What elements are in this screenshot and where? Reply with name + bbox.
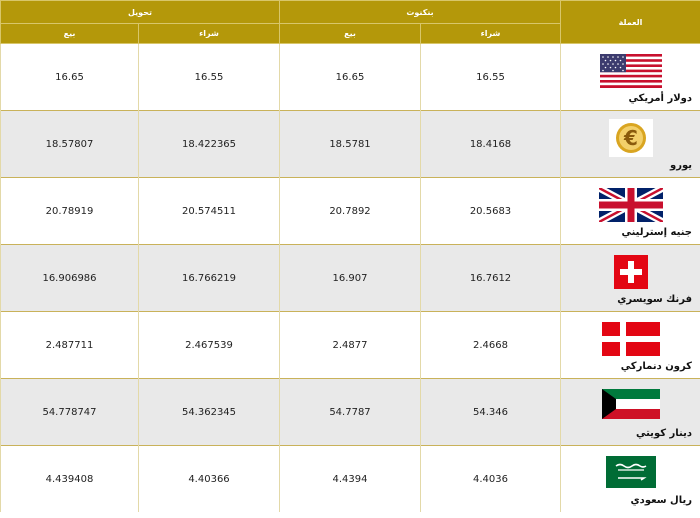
banknotes-buy-cell: 4.4036 bbox=[420, 445, 561, 512]
currency-cell: دينار كويتي bbox=[560, 378, 700, 446]
denmark-flag-icon bbox=[601, 322, 660, 356]
table-row: 4.439408 4.40366 4.4394 4.4036 ريال سعود… bbox=[0, 445, 700, 512]
banknotes-buy-cell: 16.55 bbox=[420, 43, 561, 111]
banknotes-sell-cell: 18.5781 bbox=[279, 110, 421, 178]
transfer-header: تحويل bbox=[0, 0, 280, 24]
banknotes-sell-cell: 16.65 bbox=[279, 43, 421, 111]
swiss-flag-icon bbox=[613, 255, 648, 289]
banknotes-sell-cell: 54.7787 bbox=[279, 378, 421, 446]
transfer-buy-cell: 18.422365 bbox=[138, 110, 280, 178]
banknotes-buy-cell: 20.5683 bbox=[420, 177, 561, 245]
currency-cell: كرون دنماركي bbox=[560, 311, 700, 379]
us-flag-icon bbox=[599, 54, 662, 88]
banknotes-sell-cell: 2.4877 bbox=[279, 311, 421, 379]
currency-cell: جنيه إسترليني bbox=[560, 177, 700, 245]
kuwait-flag-icon bbox=[601, 389, 660, 419]
currency-cell: فرنك سويسري bbox=[560, 244, 700, 312]
banknotes-header: بنكنوت bbox=[279, 0, 561, 24]
transfer-sell-cell: 16.906986 bbox=[0, 244, 139, 312]
currency-cell: € يورو bbox=[560, 110, 700, 178]
svg-text:€: € bbox=[623, 126, 638, 150]
currency-cell: دولار أمريكي bbox=[560, 43, 700, 111]
banknotes-buy-cell: 16.7612 bbox=[420, 244, 561, 312]
euro-icon: € bbox=[608, 119, 653, 157]
transfer-sell-header: بيع bbox=[0, 23, 139, 44]
transfer-sell-cell: 16.65 bbox=[0, 43, 139, 111]
table-row: 54.778747 54.362345 54.7787 54.346 دينار… bbox=[0, 378, 700, 446]
currency-cell: ريال سعودي bbox=[560, 445, 700, 512]
banknotes-sell-cell: 16.907 bbox=[279, 244, 421, 312]
transfer-sell-cell: 2.487711 bbox=[0, 311, 139, 379]
banknotes-buy-cell: 18.4168 bbox=[420, 110, 561, 178]
banknotes-buy-header: شراء bbox=[420, 23, 561, 44]
currency-name: كرون دنماركي bbox=[620, 361, 692, 372]
currency-name: دولار أمريكي bbox=[628, 93, 692, 104]
currency-name: دينار كويتي bbox=[635, 428, 692, 439]
table-row: 2.487711 2.467539 2.4877 2.4668 كرون دنم… bbox=[0, 311, 700, 379]
currency-name: ريال سعودي bbox=[630, 495, 692, 506]
transfer-buy-cell: 2.467539 bbox=[138, 311, 280, 379]
banknotes-buy-cell: 54.346 bbox=[420, 378, 561, 446]
transfer-buy-cell: 16.766219 bbox=[138, 244, 280, 312]
currency-name: فرنك سويسري bbox=[617, 294, 692, 305]
currency-header: العملة bbox=[560, 0, 700, 44]
transfer-buy-cell: 16.55 bbox=[138, 43, 280, 111]
transfer-sell-cell: 18.57807 bbox=[0, 110, 139, 178]
transfer-sell-cell: 4.439408 bbox=[0, 445, 139, 512]
table-row: 16.65 16.55 16.65 16.55 bbox=[0, 43, 700, 111]
transfer-buy-header: شراء bbox=[138, 23, 280, 44]
banknotes-buy-cell: 2.4668 bbox=[420, 311, 561, 379]
transfer-buy-cell: 4.40366 bbox=[138, 445, 280, 512]
saudi-flag-icon bbox=[605, 456, 656, 488]
banknotes-sell-header: بيع bbox=[279, 23, 421, 44]
table-row: 20.78919 20.574511 20.7892 20.5683 جنيه … bbox=[0, 177, 700, 245]
banknotes-sell-cell: 20.7892 bbox=[279, 177, 421, 245]
currency-name: جنيه إسترليني bbox=[621, 227, 692, 238]
currency-name: يورو bbox=[670, 160, 692, 171]
banknotes-sell-cell: 4.4394 bbox=[279, 445, 421, 512]
transfer-sell-cell: 20.78919 bbox=[0, 177, 139, 245]
transfer-buy-cell: 20.574511 bbox=[138, 177, 280, 245]
uk-flag-icon bbox=[598, 188, 663, 222]
table-row: 18.57807 18.422365 18.5781 18.4168 € يور… bbox=[0, 110, 700, 178]
table-row: 16.906986 16.766219 16.907 16.7612 فرنك … bbox=[0, 244, 700, 312]
transfer-buy-cell: 54.362345 bbox=[138, 378, 280, 446]
transfer-sell-cell: 54.778747 bbox=[0, 378, 139, 446]
